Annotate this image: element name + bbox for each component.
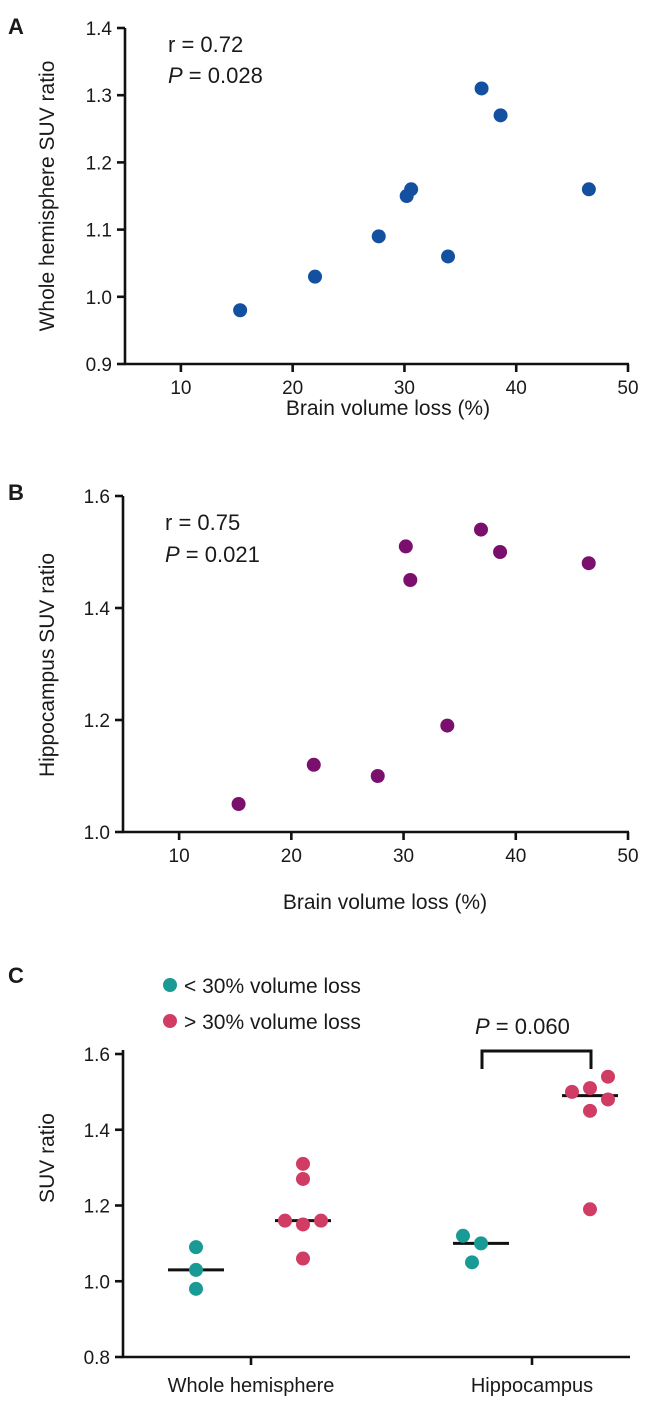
data-point [398, 539, 413, 554]
data-point [189, 1262, 203, 1277]
y-tick-label: 1.4 [86, 19, 113, 40]
y-tick-label: 1.0 [84, 823, 110, 844]
data-point [314, 1213, 328, 1228]
x-tick-label: 10 [170, 378, 191, 399]
y-tick-label: 1.6 [84, 487, 110, 508]
data-point [581, 556, 596, 571]
y-tick-label: 1.6 [84, 1045, 110, 1066]
significance-p-annotation: P = 0.060 [475, 1014, 570, 1039]
y-tick-label: 1.4 [84, 1121, 111, 1142]
significance-p-value: = 0.060 [490, 1014, 570, 1039]
x-tick-label: 10 [169, 846, 190, 867]
y-tick-label: 1.2 [86, 153, 112, 174]
panel-c-axes: 0.8 1.0 1.2 1.4 1.6 [84, 1045, 630, 1369]
data-point [493, 545, 508, 559]
x-tick-label: 20 [281, 846, 302, 867]
data-point [493, 108, 508, 123]
significance-p-letter: P [475, 1014, 490, 1039]
data-point [441, 249, 456, 264]
data-point [474, 1236, 488, 1251]
data-point [474, 81, 489, 96]
data-point [583, 1202, 597, 1217]
legend-marker-high-loss [163, 1014, 177, 1028]
panel-b-p-letter: P [165, 542, 180, 567]
panel-a-letter: A [8, 14, 24, 39]
panel-a-points [233, 81, 596, 318]
data-point [308, 269, 323, 284]
significance-bracket [480, 1049, 593, 1069]
data-point [371, 229, 386, 244]
x-tick-label: 40 [505, 846, 526, 867]
panel-b-letter: B [8, 480, 24, 505]
panel-a-p-annotation: P = 0.028 [168, 63, 263, 88]
data-point [456, 1228, 470, 1243]
data-point [583, 1081, 597, 1096]
panel-c-category-label-whole-hemisphere: Whole hemisphere [168, 1375, 335, 1397]
data-point [404, 182, 419, 197]
y-tick-label: 1.0 [84, 1272, 110, 1293]
x-tick-label: 50 [617, 378, 638, 399]
data-point [601, 1069, 615, 1084]
panel-c-category-label-hippocampus: Hippocampus [471, 1375, 593, 1397]
y-tick-label: 1.0 [86, 288, 112, 309]
y-tick-label: 1.3 [86, 86, 112, 107]
panel-b: B r = 0.75 P = 0.021 Hippocampus SUV rat… [8, 480, 639, 914]
data-point [473, 522, 488, 537]
y-tick-label: 1.1 [86, 221, 112, 242]
legend-label-high-loss: > 30% volume loss [184, 1011, 361, 1034]
data-point [465, 1255, 479, 1270]
legend-label-low-loss: < 30% volume loss [184, 975, 361, 998]
x-tick-label: 30 [393, 846, 414, 867]
panel-b-y-axis-label: Hippocampus SUV ratio [36, 553, 59, 777]
data-point [403, 573, 418, 587]
panel-c-letter: C [8, 963, 24, 988]
x-tick-label: 40 [506, 378, 527, 399]
panel-b-x-axis-label: Brain volume loss (%) [283, 891, 487, 914]
x-tick-label: 20 [282, 378, 303, 399]
panel-c-y-axis-label: SUV ratio [36, 1113, 59, 1203]
y-tick-label: 1.4 [84, 599, 111, 620]
data-point [296, 1251, 310, 1266]
data-point [601, 1092, 615, 1107]
y-tick-label: 0.9 [86, 355, 112, 376]
y-tick-label: 1.2 [84, 1197, 110, 1218]
data-point [189, 1240, 203, 1255]
panel-a: A r = 0.72 P = 0.028 Whole hemisphere SU… [8, 14, 639, 420]
x-tick-label: 30 [394, 378, 415, 399]
panel-b-axes: 1.0 1.2 1.4 1.6 10 20 30 40 50 [84, 487, 639, 867]
panel-a-r-annotation: r = 0.72 [168, 32, 243, 57]
panel-c-medians [168, 1094, 618, 1272]
data-point [583, 1103, 597, 1118]
data-point [440, 718, 455, 733]
panel-b-points [231, 522, 596, 811]
data-point [565, 1084, 579, 1099]
panel-a-axes: 0.9 1.0 1.1 1.2 1.3 1.4 10 20 30 40 50 [86, 19, 639, 399]
data-point [370, 769, 385, 783]
data-point [233, 303, 248, 318]
panel-a-p-value: = 0.028 [183, 63, 263, 88]
panel-b-p-annotation: P = 0.021 [165, 542, 260, 567]
panel-a-x-axis-label: Brain volume loss (%) [286, 397, 490, 420]
data-point [296, 1171, 310, 1186]
x-tick-label: 50 [617, 846, 638, 867]
data-point [189, 1281, 203, 1296]
y-tick-label: 1.2 [84, 711, 110, 732]
data-point [278, 1213, 292, 1228]
data-point [306, 757, 321, 772]
panel-b-p-value: = 0.021 [180, 542, 260, 567]
legend-marker-low-loss [163, 978, 177, 992]
panel-b-r-annotation: r = 0.75 [165, 510, 240, 535]
data-point [231, 797, 246, 811]
panel-c: C SUV ratio Whole hemisphere Hippocampus… [8, 963, 630, 1397]
data-point [581, 182, 596, 197]
panel-c-legend: < 30% volume loss > 30% volume loss [163, 975, 361, 1034]
y-tick-label: 0.8 [84, 1348, 110, 1369]
data-point [296, 1217, 310, 1232]
panel-c-points [189, 1069, 615, 1296]
panel-a-p-letter: P [168, 63, 183, 88]
panel-a-y-axis-label: Whole hemisphere SUV ratio [36, 61, 59, 332]
data-point [296, 1156, 310, 1171]
